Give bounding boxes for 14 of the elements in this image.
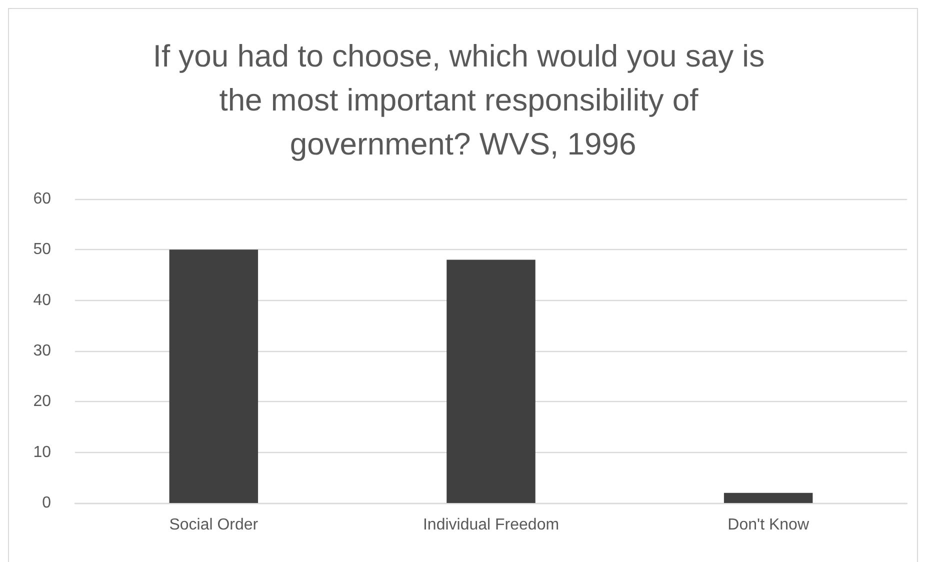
x-tick-label: Individual Freedom (422, 516, 560, 534)
y-tick-label: 0 (42, 494, 52, 512)
chart-title: If you had to choose, which would you say is the most important responsibility of government? WVS, 1996 (152, 38, 774, 162)
x-tick-label: Social Order (169, 516, 259, 534)
y-tick-label: 10 (33, 444, 52, 461)
bar (169, 250, 258, 503)
y-tick-label: 50 (33, 241, 52, 258)
y-tick-label: 40 (33, 292, 52, 309)
y-tick-label: 20 (33, 393, 52, 410)
x-tick-label: Don't Know (728, 516, 810, 534)
bar (446, 260, 536, 503)
bar (724, 492, 813, 503)
y-tick-label: 30 (33, 342, 52, 360)
y-tick-label: 60 (33, 190, 52, 208)
